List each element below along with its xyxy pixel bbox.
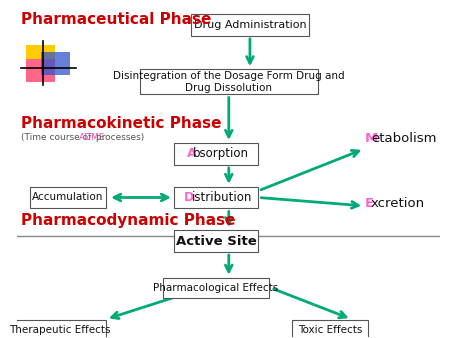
FancyBboxPatch shape <box>292 320 369 338</box>
FancyBboxPatch shape <box>163 278 269 298</box>
FancyBboxPatch shape <box>30 188 106 208</box>
Text: Toxic Effects: Toxic Effects <box>298 325 363 335</box>
Text: D: D <box>184 191 194 204</box>
Text: Therapeutic Effects: Therapeutic Effects <box>9 325 110 335</box>
Text: ADME: ADME <box>79 132 105 142</box>
Text: Pharmaceutical Phase: Pharmaceutical Phase <box>22 12 212 27</box>
Text: etabolism: etabolism <box>371 132 436 145</box>
Text: xcretion: xcretion <box>371 197 425 210</box>
Text: processes): processes) <box>93 132 144 142</box>
FancyBboxPatch shape <box>174 187 258 209</box>
Text: Active Site: Active Site <box>176 235 256 247</box>
Text: istribution: istribution <box>192 191 252 204</box>
Text: Drug Administration: Drug Administration <box>194 20 306 30</box>
FancyBboxPatch shape <box>40 52 70 75</box>
Text: E: E <box>365 197 374 210</box>
Text: (Time course of: (Time course of <box>22 132 95 142</box>
FancyBboxPatch shape <box>140 69 318 94</box>
FancyBboxPatch shape <box>174 230 258 252</box>
Text: Pharmacokinetic Phase: Pharmacokinetic Phase <box>22 116 222 131</box>
FancyBboxPatch shape <box>26 45 55 68</box>
Text: Pharmacological Effects: Pharmacological Effects <box>153 283 279 293</box>
FancyBboxPatch shape <box>13 320 106 338</box>
Text: M: M <box>365 132 378 145</box>
Text: bsorption: bsorption <box>193 147 249 161</box>
Text: Accumulation: Accumulation <box>32 193 104 202</box>
Text: A: A <box>186 147 196 161</box>
FancyBboxPatch shape <box>191 14 309 36</box>
Text: Disintegration of the Dosage Form Drug and
Drug Dissolution: Disintegration of the Dosage Form Drug a… <box>113 71 345 93</box>
Text: Pharmacodynamic Phase: Pharmacodynamic Phase <box>22 214 236 228</box>
FancyBboxPatch shape <box>174 143 258 165</box>
FancyBboxPatch shape <box>26 59 55 82</box>
